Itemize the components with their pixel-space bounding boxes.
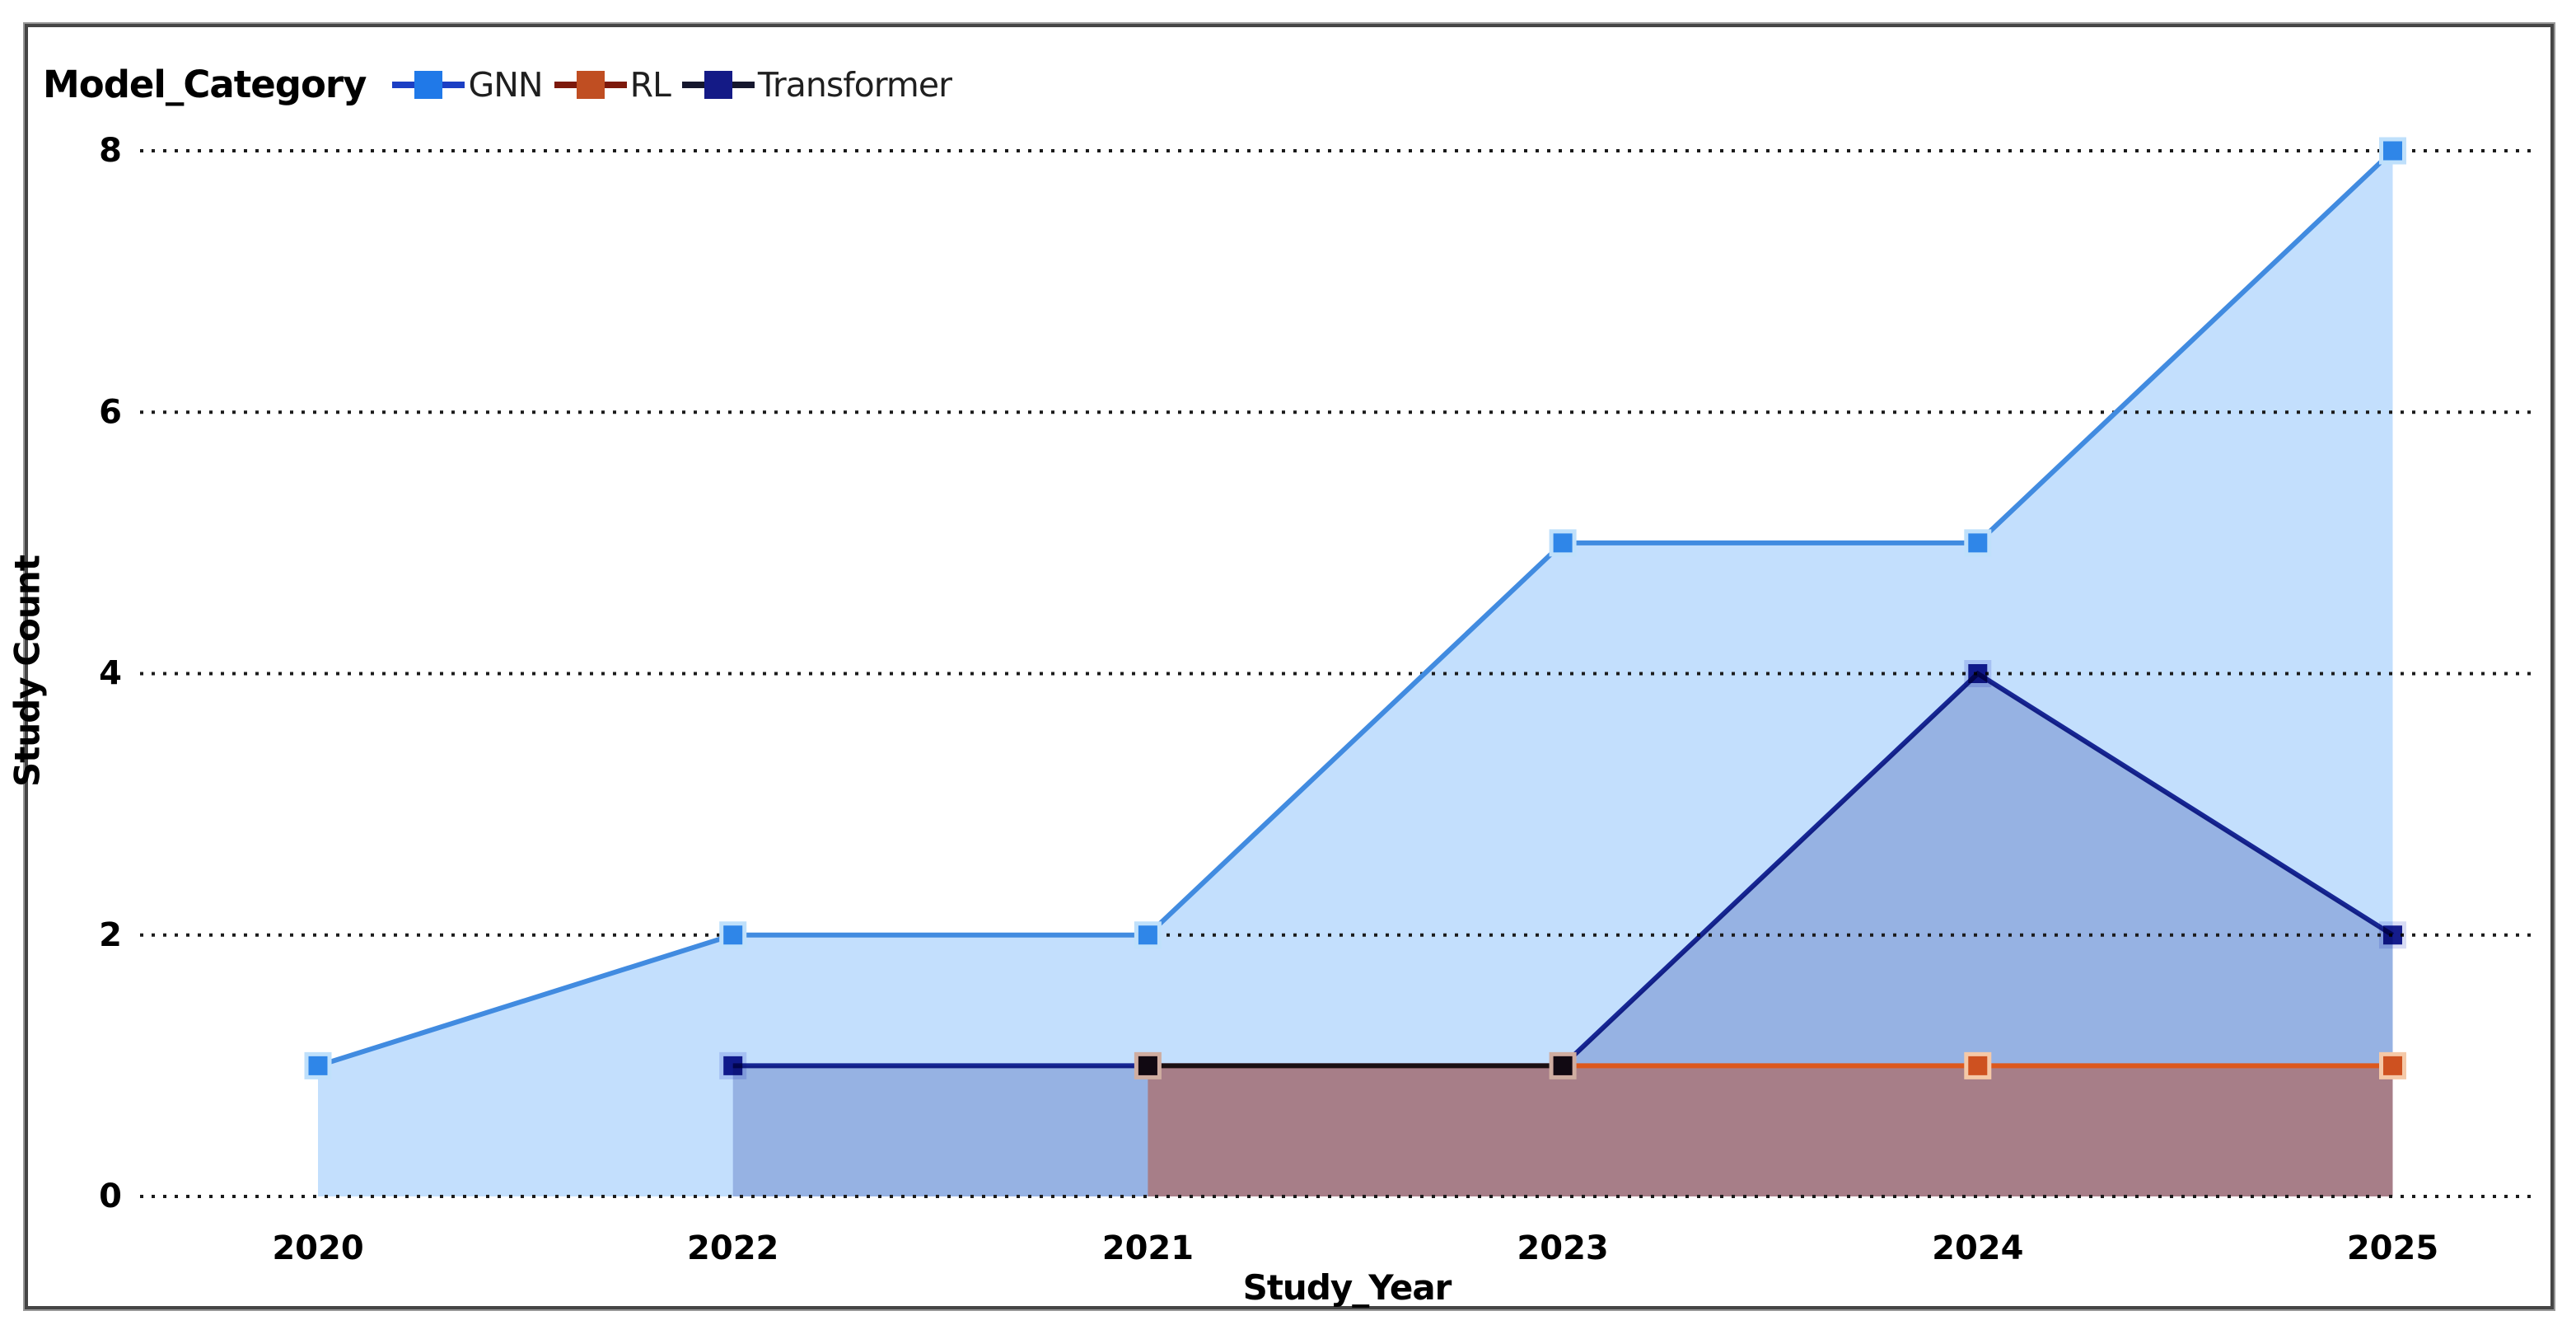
legend-label-transformer: Transformer bbox=[757, 64, 952, 105]
rl-series-marker-icon bbox=[554, 70, 627, 99]
area-fill-rl bbox=[1148, 1065, 2393, 1196]
data-point-marker-gnn-2022 bbox=[719, 921, 747, 949]
data-point-marker-transformer-2021 bbox=[1134, 1051, 1162, 1079]
y-tick-label-4: 4 bbox=[99, 655, 122, 693]
legend-item-rl: RL bbox=[554, 65, 671, 105]
x-axis-title: Study_Year bbox=[1242, 1267, 1452, 1308]
gnn-series-marker-icon bbox=[392, 70, 465, 99]
data-point-marker-gnn-2023 bbox=[1549, 529, 1577, 557]
data-point-marker-transformer-2023 bbox=[1549, 1051, 1577, 1079]
series-line-gnn bbox=[317, 148, 2395, 1069]
transformer-series-marker-icon bbox=[681, 70, 755, 99]
data-point-marker-rl-2025 bbox=[2379, 1051, 2406, 1079]
data-point-marker-rl-2024 bbox=[1964, 1051, 1992, 1079]
data-point-marker-gnn-2020 bbox=[304, 1051, 332, 1079]
y-tick-label-8: 8 bbox=[99, 132, 122, 170]
data-point-marker-gnn-2021 bbox=[1134, 921, 1162, 949]
x-tick-label-2025: 2025 bbox=[2347, 1229, 2438, 1267]
x-tick-label-2022: 2022 bbox=[687, 1229, 778, 1267]
y-tick-label-6: 6 bbox=[99, 393, 122, 431]
data-point-marker-gnn-2025 bbox=[2379, 137, 2406, 165]
legend-label-gnn: GNN bbox=[468, 64, 543, 105]
x-tick-label-2020: 2020 bbox=[272, 1229, 363, 1267]
data-point-marker-transformer-2022 bbox=[719, 1051, 747, 1079]
x-tick-label-2024: 2024 bbox=[1932, 1229, 2023, 1267]
y-tick-label-0: 0 bbox=[99, 1177, 122, 1215]
y-axis-title: Study Count bbox=[7, 555, 48, 787]
data-point-marker-transformer-2025 bbox=[2379, 921, 2406, 949]
legend-title: Model_Category bbox=[43, 63, 367, 106]
data-point-marker-transformer-2024 bbox=[1964, 660, 1992, 687]
legend-item-transformer: Transformer bbox=[681, 64, 952, 105]
chart-legend: Model_Category GNN RL Transformer bbox=[43, 63, 952, 106]
x-tick-label-2023: 2023 bbox=[1517, 1229, 1608, 1267]
y-tick-label-2: 2 bbox=[99, 916, 122, 954]
legend-label-rl: RL bbox=[629, 64, 671, 105]
x-tick-label-2021: 2021 bbox=[1102, 1229, 1194, 1267]
data-point-marker-gnn-2024 bbox=[1964, 529, 1992, 557]
legend-item-gnn: GNN bbox=[392, 64, 544, 105]
